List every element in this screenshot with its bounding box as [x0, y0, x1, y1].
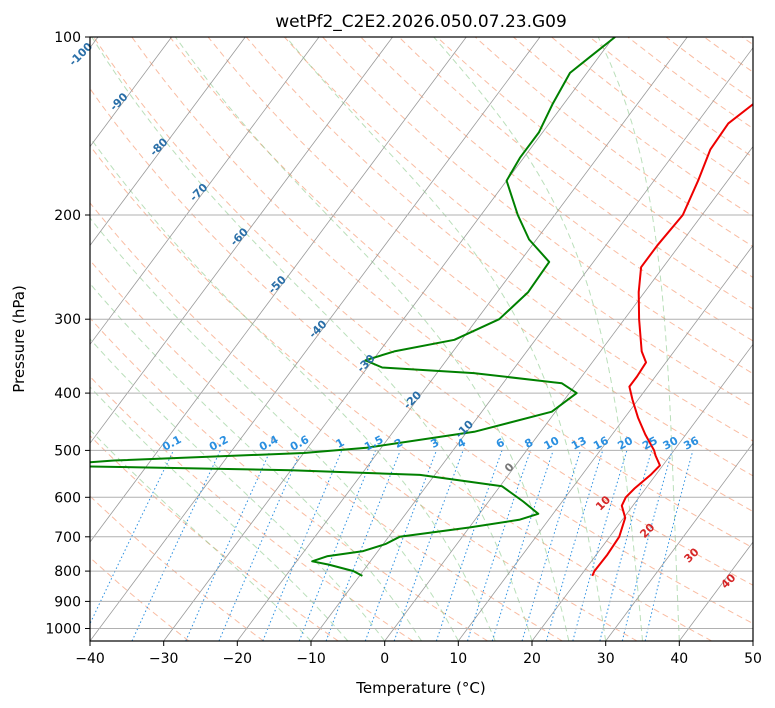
x-tick-label: 20	[523, 651, 541, 667]
x-tick-label: −10	[296, 651, 326, 667]
moist-adiabat-line	[90, 217, 459, 641]
mixing-ratio-line	[364, 450, 437, 641]
isotherm-line	[90, 37, 541, 641]
moist-adiabat-line	[433, 37, 643, 641]
y-tick-label: 600	[54, 490, 81, 506]
x-axis-ticks: −40 −30 −20 −10 0 10 20 30 40 50	[75, 641, 762, 667]
isotherm-line	[90, 37, 320, 346]
y-tick-label: 300	[54, 312, 81, 328]
dry-adiabat-line	[90, 87, 753, 625]
isotherm-line	[236, 37, 688, 641]
mixing-ratio-line	[435, 450, 503, 641]
dry-adiabat-line	[90, 202, 638, 641]
mixing-ratio-label: 10	[542, 434, 562, 453]
x-tick-label: −20	[223, 651, 253, 667]
mixing-ratio-line	[644, 450, 694, 641]
y-axis-label: Pressure (hPa)	[10, 285, 28, 393]
isotherm-line	[605, 442, 753, 641]
dry-adiabat-line	[93, 37, 753, 586]
dry-adiabat-line	[360, 37, 753, 342]
mixing-ratio-line	[491, 450, 554, 641]
mixing-ratio-line	[621, 450, 673, 641]
isotherm-line	[90, 37, 467, 543]
moist-adiabat-line	[90, 429, 312, 641]
mixing-ratio-line	[467, 450, 531, 641]
mixing-ratio-line	[393, 450, 464, 641]
moist-adiabat-line	[90, 136, 496, 641]
y-axis-ticks: 100 200 300 400 500 600 700 800 900 1000	[45, 30, 90, 638]
x-axis-label: Temperature (°C)	[355, 679, 485, 697]
x-tick-label: 50	[744, 651, 762, 667]
temperature-profile-line	[591, 103, 753, 577]
dry-adiabat-line	[90, 259, 563, 641]
mixing-ratio-label: 25	[640, 434, 660, 453]
moist-adiabat-line	[90, 338, 386, 641]
mixing-ratio-line	[545, 450, 604, 641]
dry-adiabat-line	[90, 144, 712, 641]
profile-series	[90, 37, 753, 577]
background-lines	[90, 37, 753, 641]
y-tick-label: 1000	[45, 622, 81, 638]
moist-adiabat-line	[597, 37, 680, 641]
y-tick-label: 500	[54, 443, 81, 459]
isotherm-line	[163, 37, 614, 641]
mixing-ratio-line	[262, 450, 343, 641]
isotherm-line	[90, 37, 246, 247]
mixing-ratio-line	[185, 450, 271, 641]
mixing-ratio-line	[218, 450, 302, 641]
x-tick-label: 30	[597, 651, 615, 667]
y-tick-label: 400	[54, 386, 81, 402]
mixing-ratio-line	[298, 450, 376, 641]
x-tick-label: 10	[449, 651, 467, 667]
mixing-ratio-line	[325, 450, 401, 641]
mixing-ratio-line	[521, 450, 582, 641]
moist-adiabat-line	[90, 282, 422, 641]
mixing-ratio-line	[599, 450, 653, 641]
y-tick-label: 100	[54, 30, 81, 46]
mixing-ratio-label: 36	[681, 434, 701, 453]
plot-frame	[89, 36, 754, 642]
y-tick-label: 700	[54, 530, 81, 546]
y-tick-label: 900	[54, 594, 81, 610]
dry-adiabat-line	[169, 37, 753, 513]
moist-adiabat-line	[90, 386, 349, 641]
x-tick-label: 0	[380, 651, 389, 667]
isotherm-line	[384, 145, 753, 641]
mixing-ratio-line	[572, 450, 628, 641]
isotherm-line	[457, 244, 753, 641]
chart-title: wetPf2_C2E2.2026.050.07.23.G09	[275, 12, 567, 32]
y-tick-label: 800	[54, 564, 81, 580]
dry-adiabat-line	[207, 37, 753, 477]
isotherm-line	[90, 37, 393, 444]
dry-adiabat-line	[398, 37, 753, 310]
dewpoint-profile-line	[90, 37, 616, 577]
moist-adiabat-line	[91, 37, 533, 641]
mixing-ratio-label: 30	[661, 434, 681, 453]
moist-adiabat-line	[174, 37, 570, 641]
x-tick-label: 40	[670, 651, 688, 667]
y-tick-label: 200	[54, 208, 81, 224]
moist-adiabat-line	[285, 37, 607, 641]
x-tick-label: −30	[149, 651, 179, 667]
mixing-ratio-label: 13	[569, 434, 589, 453]
isotherm-line	[531, 343, 753, 641]
mixing-ratio-label: 16	[591, 434, 611, 453]
isotherm-line	[310, 47, 753, 641]
isotherm-line	[90, 37, 172, 148]
mixing-ratio-label: 20	[615, 434, 635, 453]
x-tick-label: −40	[75, 651, 105, 667]
